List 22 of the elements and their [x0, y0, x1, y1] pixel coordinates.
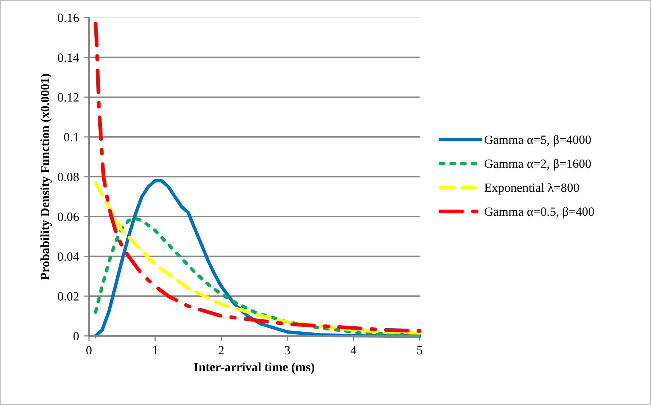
y-axis-title: Probability Density Function (x0.0001) [40, 74, 52, 280]
x-tick-label: 4 [350, 346, 357, 355]
legend-label: Exponential λ=800 [484, 183, 580, 195]
legend-label: Gamma α=5, β=4000 [484, 135, 592, 147]
legend-label: Gamma α=0.5, β=400 [484, 207, 594, 219]
y-tick-label: 0.08 [58, 173, 79, 182]
line-series [94, 22, 422, 333]
x-tick-label: 2 [218, 346, 224, 355]
y-tick-label: 0.14 [58, 54, 80, 62]
y-tick-label: 0.16 [58, 14, 80, 22]
y-tick-label: 0.04 [58, 252, 80, 262]
y-tick-label: 0.02 [58, 292, 79, 301]
x-tick-label: 5 [417, 346, 423, 355]
y-tick-label: 0 [74, 332, 79, 341]
x-tick-label: 0 [86, 346, 92, 355]
x-tick-label: 1 [153, 346, 158, 355]
x-tick-label: 3 [285, 346, 290, 355]
y-tick-label: 0.06 [58, 212, 80, 222]
legend-label: Gamma α=2, β=1600 [484, 159, 592, 171]
y-tick-label: 0.12 [58, 93, 79, 102]
y-tick-label: 0.1 [64, 133, 79, 142]
x-axis-title: Inter-arrival time (ms) [194, 362, 314, 374]
